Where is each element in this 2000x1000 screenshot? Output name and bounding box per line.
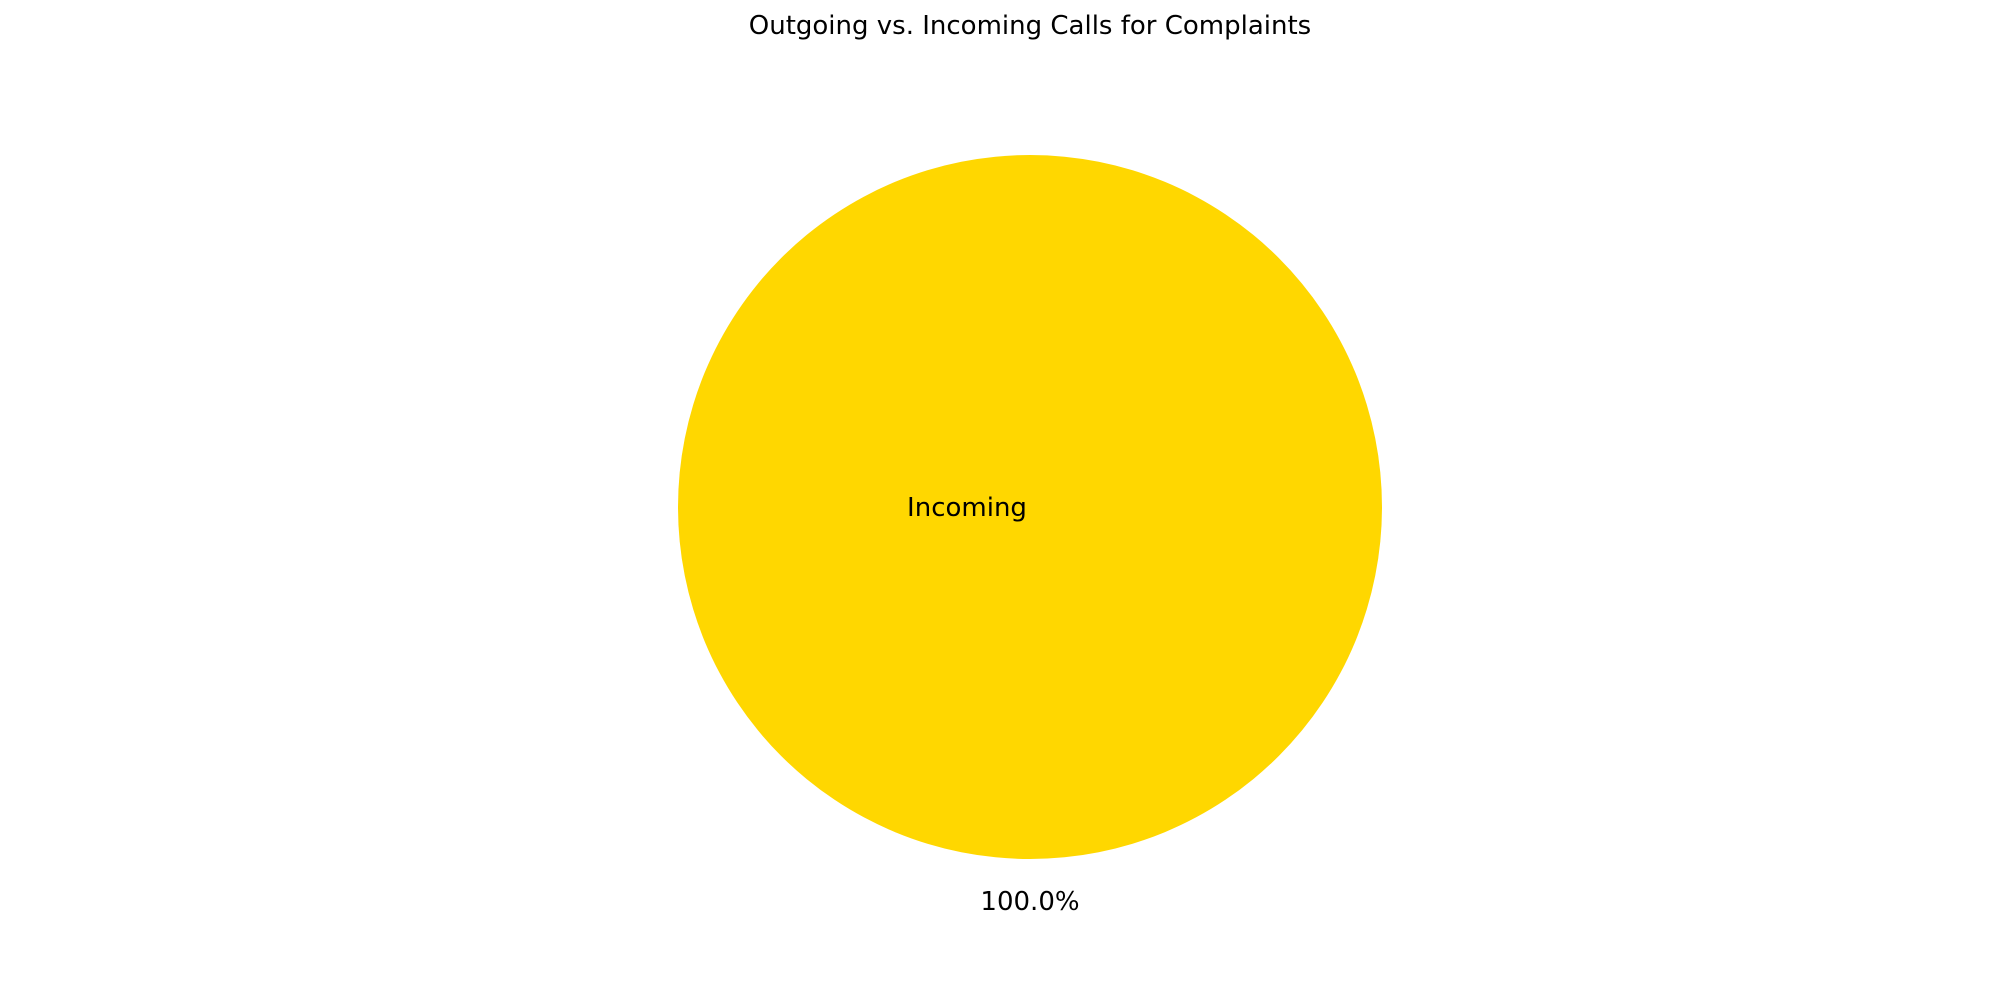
pie-labels: Incoming 100.0% bbox=[907, 493, 1080, 917]
slice-percent-label: 100.0% bbox=[980, 887, 1079, 917]
pie-slices bbox=[678, 155, 1382, 859]
pie-slice-incoming bbox=[678, 155, 1382, 859]
slice-label: Incoming bbox=[907, 493, 1027, 523]
chart-title: Outgoing vs. Incoming Calls for Complain… bbox=[749, 11, 1311, 41]
